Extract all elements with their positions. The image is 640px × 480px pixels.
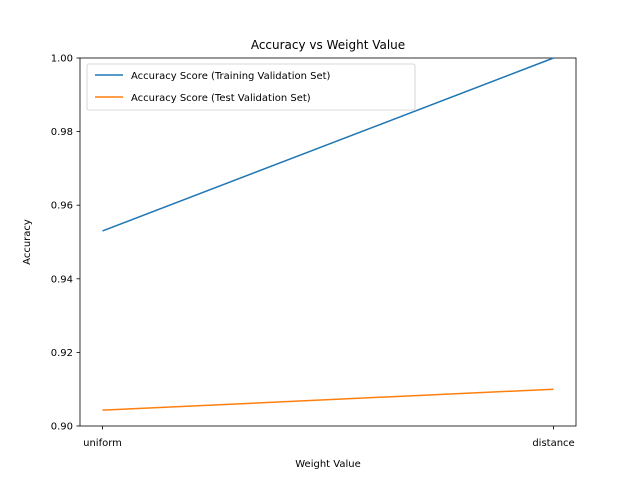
y-tick-label: 0.98: [51, 127, 73, 138]
series-lines: [102, 57, 554, 411]
y-tick-label: 0.92: [51, 348, 73, 359]
legend-label-1: Accuracy Score (Test Validation Set): [131, 93, 311, 104]
legend-box: [86, 63, 416, 111]
x-tick-label-uniform: uniform: [83, 438, 122, 449]
y-tick-label: 0.94: [51, 274, 73, 285]
series-line-1: [102, 388, 554, 411]
x-tick-label-distance: distance: [532, 438, 574, 449]
y-tick-label: 0.90: [51, 422, 73, 433]
plot-area: [79, 57, 577, 427]
legend-label-0: Accuracy Score (Training Validation Set): [131, 71, 331, 82]
x-axis-title: Weight Value: [295, 459, 360, 470]
plot-frame: [79, 57, 577, 427]
series-line-0: [102, 57, 554, 232]
legend: Accuracy Score (Training Validation Set)…: [86, 63, 416, 111]
y-axis-title: Accuracy: [22, 219, 33, 265]
chart-title: Accuracy vs Weight Value: [251, 38, 405, 52]
x-axis: uniform distance: [83, 426, 575, 449]
y-tick-label: 1.00: [51, 54, 73, 65]
y-tick-label: 0.96: [51, 201, 73, 212]
y-axis: 0.90 0.92 0.94 0.96 0.98 1.00: [51, 54, 80, 433]
